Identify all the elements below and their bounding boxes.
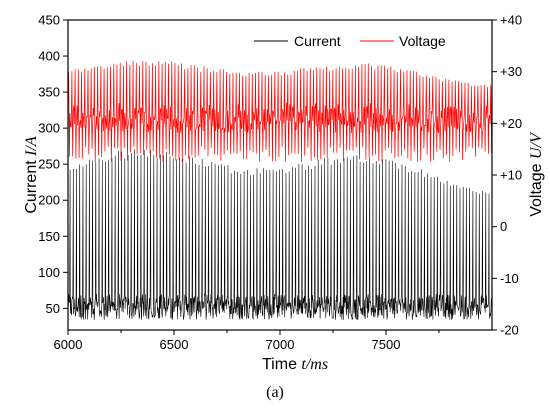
y-left-tick-label: 300 xyxy=(38,121,60,136)
legend-label-voltage: Voltage xyxy=(399,33,446,49)
y-right-tick-label: +40 xyxy=(500,13,522,28)
x-tick-label: 6500 xyxy=(160,337,189,352)
y-left-tick-label: 400 xyxy=(38,49,60,64)
y-left-tick-label: 50 xyxy=(46,301,60,316)
x-tick-label: 7500 xyxy=(372,337,401,352)
x-axis-label: Time t/ms xyxy=(262,356,328,373)
y-left-tick-label: 150 xyxy=(38,229,60,244)
x-tick-label: 7000 xyxy=(266,337,295,352)
y-right-tick-label: +30 xyxy=(500,64,522,79)
y-right-tick-label: 0 xyxy=(500,219,507,234)
y-axis-left: 50 100 150 200 250 300 350 400 450 xyxy=(38,13,68,316)
series-line-voltage xyxy=(68,60,492,163)
y-right-tick-label: -20 xyxy=(500,323,519,338)
legend: Current Voltage xyxy=(254,33,446,49)
y-axis-right: -20 -10 0 +10 +20 +30 +40 xyxy=(492,13,522,338)
y-left-tick-label: 350 xyxy=(38,85,60,100)
figure-caption: (a) xyxy=(266,384,284,401)
x-tick-label: 6000 xyxy=(54,337,83,352)
series-line-current xyxy=(68,149,492,321)
y-left-tick-label: 100 xyxy=(38,265,60,280)
y-left-tick-label: 250 xyxy=(38,157,60,172)
plot-area xyxy=(68,60,492,321)
legend-label-current: Current xyxy=(294,33,341,49)
x-axis: 6000 6500 7000 7500 xyxy=(54,330,440,352)
y-right-tick-label: +20 xyxy=(500,116,522,131)
y-left-tick-label: 450 xyxy=(38,13,60,28)
y-axis-right-label: Voltage U/V xyxy=(528,131,545,217)
y-right-tick-label: +10 xyxy=(500,168,522,183)
y-axis-left-label: Current I/A xyxy=(23,136,40,214)
y-right-tick-label: -10 xyxy=(500,271,519,286)
y-left-tick-label: 200 xyxy=(38,193,60,208)
